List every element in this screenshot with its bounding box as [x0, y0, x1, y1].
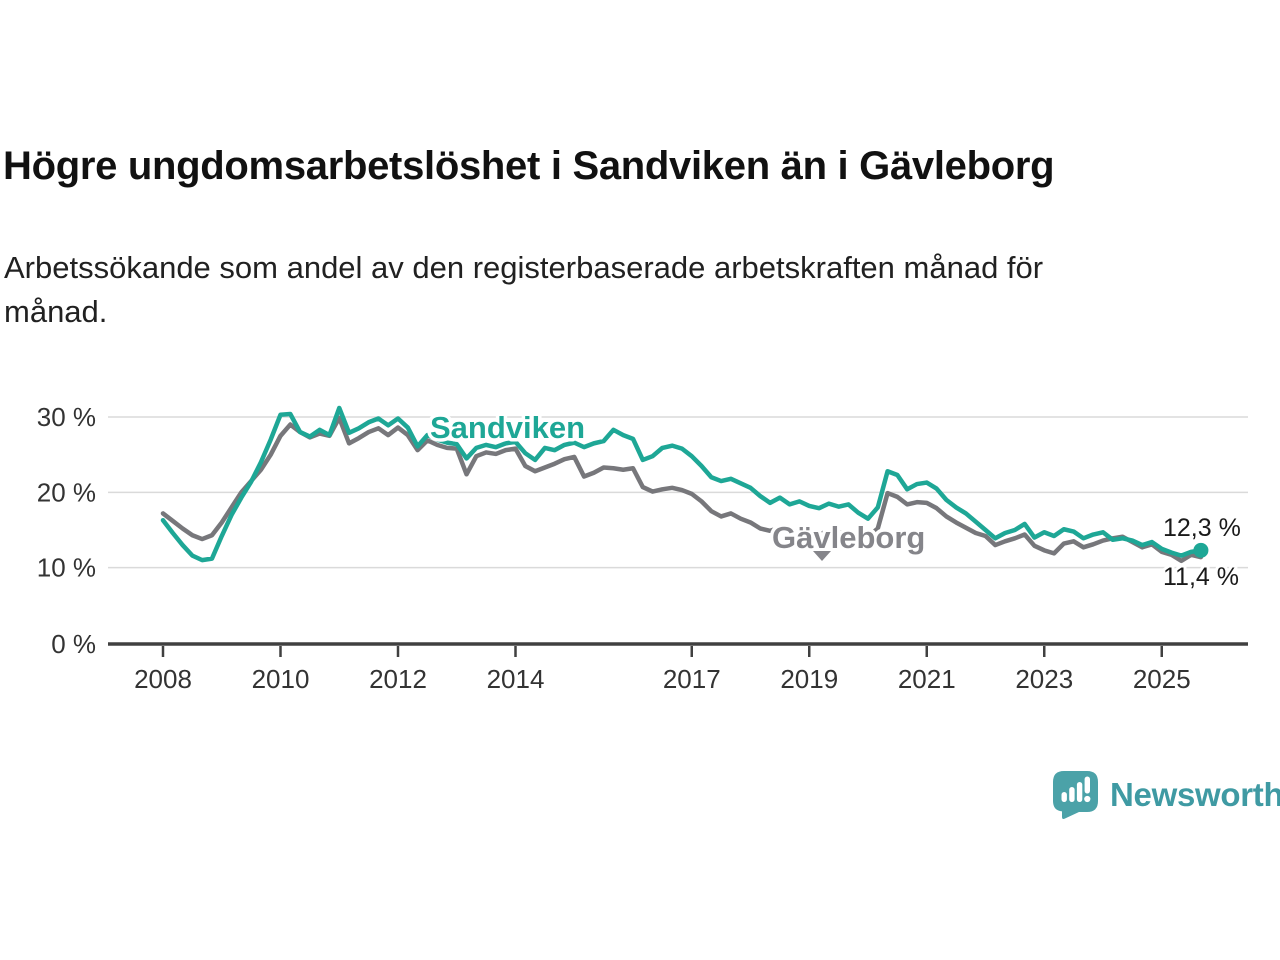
y-tick-label-10: 10 % — [37, 553, 96, 583]
x-tick-label-2023: 2023 — [1015, 664, 1073, 694]
gvleborg-label-pointer — [813, 551, 831, 561]
x-tick-label-2012: 2012 — [369, 664, 427, 694]
y-tick-label-0: 0 % — [51, 629, 96, 659]
x-tick-label-2014: 2014 — [487, 664, 545, 694]
x-tick-label-2021: 2021 — [898, 664, 956, 694]
chart-subtitle-line-1: Arbetssökande som andel av den registerb… — [4, 250, 1044, 285]
y-tick-label-30: 30 % — [37, 402, 96, 432]
chart-subtitle-line-2: månad. — [4, 294, 108, 329]
newsworthy-logo: Newsworthy — [1052, 770, 1280, 820]
gvleborg-end-value-label: 11,4 % — [1163, 563, 1239, 591]
x-tick-label-2019: 2019 — [780, 664, 838, 694]
x-tick-label-2025: 2025 — [1133, 664, 1191, 694]
y-tick-label-20: 20 % — [37, 477, 96, 507]
newsworthy-logo-icon — [1053, 771, 1098, 819]
x-tick-label-2017: 2017 — [663, 664, 721, 694]
sandviken-end-dot — [1193, 542, 1209, 558]
sandviken-end-value-label: 12,3 % — [1163, 514, 1241, 542]
logo-bars — [1061, 776, 1091, 803]
chart-title: Högre ungdomsarbetslöshet i Sandviken än… — [3, 144, 1055, 188]
gvleborg-line — [160, 415, 1204, 564]
newsworthy-logo-text: Newsworthy — [1110, 776, 1280, 813]
x-tick-label-2008: 2008 — [134, 664, 192, 694]
chart-subtitle: Arbetssökande som andel av den registerb… — [4, 246, 1043, 334]
speech-bubble-shape — [1053, 771, 1098, 819]
sandviken-series-label: Sandviken — [430, 410, 585, 445]
gvleborg-series-label: Gävleborg — [772, 520, 925, 555]
sandviken-line — [160, 405, 1204, 563]
x-tick-label-2010: 2010 — [252, 664, 310, 694]
